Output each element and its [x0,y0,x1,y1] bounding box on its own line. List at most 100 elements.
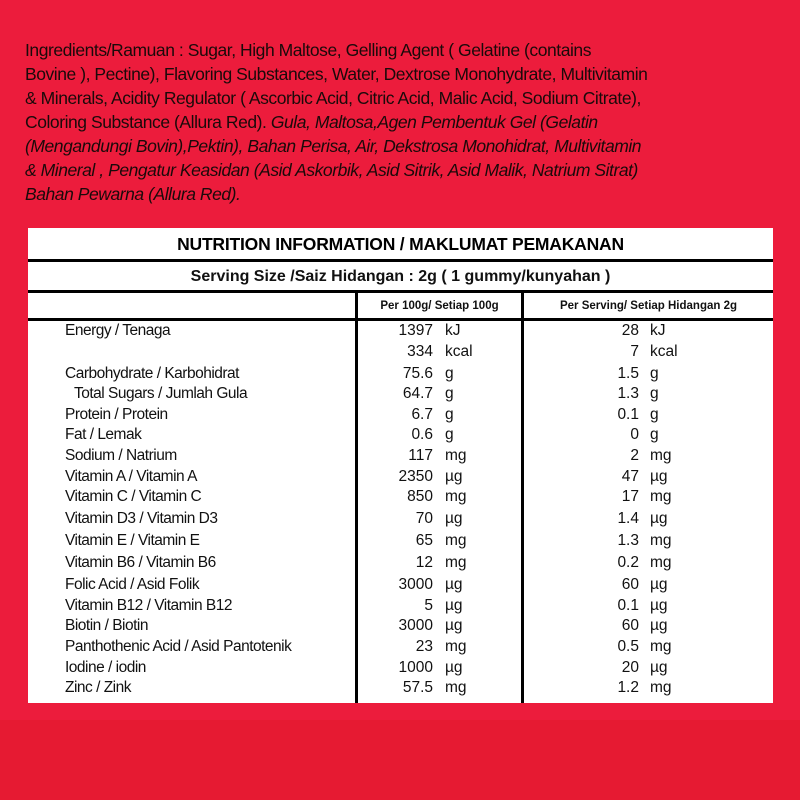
nutrition-rows: Energy / Tenaga 1397 kJ 28 kJ 334 kcal 7 kcal Car… [28,320,773,698]
per-serving-value: 0.2 [617,554,639,572]
nutrient-row: Energy / Tenaga 1397 kJ 28 kJ [28,320,773,341]
per-serving-value: 20 [621,658,639,676]
per-100g-value: 0.6 [411,426,433,444]
per-serving-unit: kcal [650,342,678,360]
ingredients-segment-malay: (Mengandungi Bovin),Pektin), Bahan Peris… [25,136,642,156]
nutrient-label: Carbohydrate / Karbohidrat [65,364,239,382]
per-serving-value: 60 [621,617,639,635]
nutrition-table: NUTRITION INFORMATION / MAKLUMAT PEMAKAN… [28,228,773,703]
per-serving-unit: mg [650,554,672,572]
nutrient-row: Vitamin B12 / Vitamin B12 5 µg 0.1 µg [28,595,773,616]
nutrient-label: Panthothenic Acid / Asid Pantotenik [65,637,292,655]
nutrient-label: Vitamin D3 / Vitamin D3 [65,510,218,528]
per-serving-value: 0.1 [617,596,639,614]
nutrient-row: Vitamin E / Vitamin E 65 mg 1.3 mg [28,530,773,552]
per-100g-unit: mg [445,637,467,655]
nutrient-label: Vitamin B12 / Vitamin B12 [65,596,233,614]
per-serving-unit: µg [650,617,668,635]
per-serving-unit: mg [650,679,672,697]
per-serving-value: 0.1 [617,405,639,423]
nutrient-row: Sodium / Natrium 117 mg 2 mg [28,445,773,466]
ingredients-segment-malay: Bahan Pewarna (Allura Red). [25,184,241,204]
nutrient-label: Vitamin A / Vitamin A [65,467,197,485]
per-100g-value: 65 [415,532,433,550]
per-serving-unit: g [650,385,659,403]
per-100g-value: 850 [407,488,433,506]
per-serving-unit: µg [650,658,668,676]
per-100g-value: 334 [407,342,433,360]
per-100g-unit: kcal [445,342,473,360]
nutrient-label: Vitamin C / Vitamin C [65,488,202,506]
header-per-100g: Per 100g/ Setiap 100g [358,293,521,321]
nutrient-row: Vitamin C / Vitamin C 850 mg 17 mg [28,486,773,508]
nutrient-row: Vitamin B6 / Vitamin B6 12 mg 0.2 mg [28,552,773,574]
per-serving-value: 1.3 [617,532,639,550]
per-serving-value: 0 [630,426,639,444]
per-100g-unit: g [445,385,454,403]
per-100g-value: 3000 [398,617,433,635]
per-serving-value: 17 [621,488,639,506]
ingredients-line-malay: (Mengandungi Bovin),Pektin), Bahan Peris… [25,134,795,158]
per-100g-unit: mg [445,679,467,697]
ingredients-line: & Minerals, Acidity Regulator ( Ascorbic… [25,88,641,108]
per-serving-unit: mg [650,446,672,464]
per-serving-value: 2 [630,446,639,464]
per-serving-value: 1.5 [617,364,639,382]
per-100g-unit: mg [445,446,467,464]
per-100g-value: 64.7 [402,385,433,403]
nutrition-title: NUTRITION INFORMATION / MAKLUMAT PEMAKAN… [28,228,773,262]
per-100g-value: 57.5 [402,679,433,697]
per-100g-value: 12 [415,554,433,572]
ingredients-text: Ingredients/Ramuan : Sugar, High Maltose… [25,38,795,206]
per-serving-unit: mg [650,637,672,655]
per-100g-unit: mg [445,532,467,550]
nutrient-label: Iodine / iodin [65,658,146,676]
nutrient-row: Panthothenic Acid / Asid Pantotenik 23 mg 0… [28,636,773,657]
per-serving-unit: g [650,405,659,423]
per-100g-unit: g [445,364,454,382]
ingredients-segment: Coloring Substance (Allura Red). [25,112,267,132]
per-serving-value: 1.4 [617,510,639,528]
nutrient-label: Energy / Tenaga [65,322,171,339]
nutrient-label: Fat / Lemak [65,426,142,444]
nutrient-row: 334 kcal 7 kcal [28,341,773,363]
per-serving-unit: g [650,426,659,444]
per-serving-value: 47 [621,467,639,485]
per-serving-value: 28 [621,322,639,339]
per-100g-value: 6.7 [411,405,433,423]
ingredients-line: Ingredients/Ramuan : Sugar, High Maltose… [25,40,591,60]
nutrient-row: Zinc / Zink 57.5 mg 1.2 mg [28,677,773,698]
per-100g-unit: mg [445,554,467,572]
ingredients-line-malay: Bahan Pewarna (Allura Red). [25,182,795,206]
per-serving-unit: µg [650,596,668,614]
nutrient-label: Sodium / Natrium [65,446,177,464]
nutrient-label: Vitamin B6 / Vitamin B6 [65,554,216,572]
per-serving-value: 1.3 [617,385,639,403]
header-blank [28,293,355,321]
ingredients-segment-malay: & Mineral , Pengatur Keasidan (Asid Asko… [25,160,638,180]
nutrient-row: Vitamin A / Vitamin A 2350 µg 47 µg [28,466,773,487]
per-serving-unit: µg [650,576,668,594]
per-100g-value: 23 [415,637,433,655]
per-serving-value: 60 [621,576,639,594]
nutrient-row: Carbohydrate / Karbohidrat 75.6 g 1.5 g [28,363,773,384]
per-serving-value: 1.2 [617,679,639,697]
nutrient-label: Vitamin E / Vitamin E [65,532,200,550]
nutrient-row: Fat / Lemak 0.6 g 0 g [28,424,773,445]
ingredients-segment-malay: Gula, Maltosa,Agen Pembentuk Gel (Gelati… [266,112,598,132]
per-100g-value: 1000 [398,658,433,676]
per-100g-value: 75.6 [402,364,433,382]
per-100g-unit: mg [445,488,467,506]
per-100g-unit: g [445,426,454,444]
nutrient-row: Total Sugars / Jumlah Gula 64.7 g 1.3 g [28,383,773,404]
per-100g-unit: µg [445,467,463,485]
per-100g-unit: g [445,405,454,423]
column-divider [521,293,524,703]
ingredients-line: Coloring Substance (Allura Red). Gula, M… [25,110,795,134]
nutrient-label: Protein / Protein [65,405,168,423]
nutrient-row: Protein / Protein 6.7 g 0.1 g [28,404,773,425]
serving-size: Serving Size /Saiz Hidangan : 2g ( 1 gum… [28,262,773,293]
per-serving-unit: kJ [650,322,666,339]
per-100g-unit: µg [445,596,463,614]
nutrient-label: Total Sugars / Jumlah Gula [74,385,248,403]
